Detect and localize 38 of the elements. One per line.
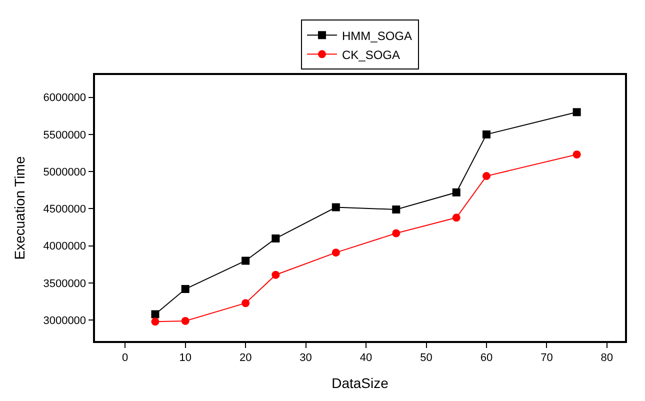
y-tick-label: 3500000 [43,278,86,290]
x-tick-label: 70 [540,352,553,364]
point [572,150,581,158]
x-tick-label: 10 [179,352,192,364]
point [151,318,160,326]
legend-label: CK_SOGA [342,48,400,62]
point [272,270,280,279]
point [272,234,280,242]
x-tick-label: 0 [122,352,128,364]
point [452,214,460,222]
point [181,284,190,293]
y-tick-label: 4000000 [43,240,86,253]
point [452,188,460,196]
y-tick-label: 3000000 [43,315,86,328]
y-axis-title: Execuation Time [11,156,28,260]
x-axis-title: DataSize [332,374,389,391]
x-tick-label: 80 [600,352,614,364]
point [482,172,490,180]
point [392,205,400,214]
y-tick-label: 6000000 [43,92,86,104]
point [572,108,581,116]
y-tick-label: 5500000 [43,129,86,142]
x-tick-label: 50 [420,352,432,364]
point [151,310,160,318]
point [332,203,340,212]
legend-label: HMM_SOGA [342,28,412,43]
point [332,248,340,257]
x-tick-label: 20 [239,352,252,364]
x-tick-label: 30 [300,352,312,364]
y-tick-label: 5000000 [43,166,86,178]
point [242,256,250,265]
x-tick-label: 40 [360,352,372,364]
point [181,316,190,325]
x-tick-label: 60 [480,352,493,364]
y-tick-label: 4500000 [43,204,86,216]
point [482,130,490,138]
point [242,299,250,308]
point [392,229,400,238]
